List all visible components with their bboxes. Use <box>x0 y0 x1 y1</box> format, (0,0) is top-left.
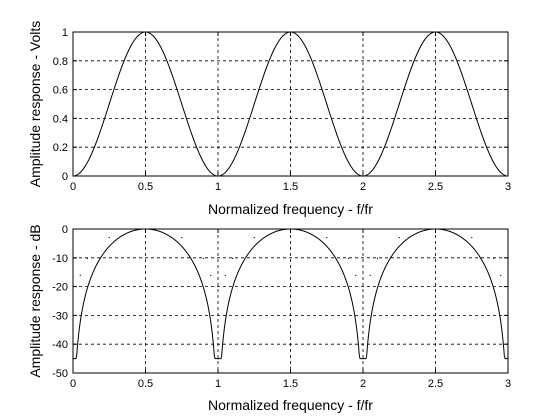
y-tick-label: 0.8 <box>53 56 68 68</box>
data-point <box>217 358 219 360</box>
data-point <box>492 257 495 259</box>
data-point <box>231 257 234 259</box>
data-point <box>108 237 110 239</box>
data-point <box>471 103 473 105</box>
x-tick-label: 0 <box>70 181 76 193</box>
x-tick-label: 3 <box>505 181 511 193</box>
y-tick-label: 1 <box>62 27 68 39</box>
data-point <box>347 257 350 259</box>
data-point <box>144 31 147 33</box>
data-point <box>224 274 226 276</box>
data-point <box>72 175 74 177</box>
data-point <box>376 257 379 259</box>
data-point <box>72 358 74 360</box>
data-point <box>326 237 328 239</box>
x-tick-label: 2 <box>360 181 366 193</box>
data-point <box>434 228 437 230</box>
top-amplitude-volts-plot: 0 0.5 1 1.5 2 2.5 3 0 0.2 0.4 0.6 0.8 1 Normalized fr… <box>27 21 511 217</box>
y-tick-label: 0 <box>62 224 68 236</box>
x-tick-label: 0.5 <box>138 181 153 193</box>
y-tick-label: -50 <box>52 368 68 380</box>
data-point <box>181 237 183 239</box>
data-point <box>362 175 364 177</box>
data-point <box>253 237 255 239</box>
data-point <box>362 358 364 360</box>
x-tick-label: 2 <box>360 378 366 390</box>
data-point <box>398 237 400 239</box>
y-axis-label: Amplitude response - Volts <box>27 21 43 188</box>
data-point <box>253 103 255 105</box>
data-point <box>289 228 292 230</box>
x-tick-label: 3 <box>505 378 511 390</box>
x-tick-label: 1 <box>215 378 221 390</box>
data-point <box>355 274 357 276</box>
data-point <box>369 274 371 276</box>
x-tick-label: 1 <box>215 181 221 193</box>
y-tick-label: 0.4 <box>53 113 68 125</box>
data-point <box>500 274 502 276</box>
data-point <box>144 228 147 230</box>
x-tick-label: 0 <box>70 378 76 390</box>
y-tick-label: -10 <box>52 253 68 265</box>
y-tick-label: 0.6 <box>53 85 68 97</box>
data-point <box>202 257 205 259</box>
y-tick-label: 0.2 <box>53 142 68 154</box>
y-tick-label: -20 <box>52 282 68 294</box>
data-point <box>289 31 292 33</box>
data-point <box>507 175 509 177</box>
y-tick-label: 0 <box>62 171 68 183</box>
x-tick-label: 1.5 <box>283 378 298 390</box>
data-point <box>86 257 89 259</box>
data-point <box>398 103 400 105</box>
data-point <box>210 274 212 276</box>
data-point <box>507 358 509 360</box>
x-tick-label: 1.5 <box>283 181 298 193</box>
data-point <box>326 103 328 105</box>
x-tick-label: 2.5 <box>428 378 443 390</box>
data-point <box>434 31 437 33</box>
y-tick-label: -40 <box>52 339 68 351</box>
y-tick-label: -30 <box>52 310 68 322</box>
bottom-amplitude-db-plot: 0 0.5 1 1.5 2 2.5 3 -50 -40 -30 -20 -10 0 Normalized … <box>27 224 511 413</box>
x-tick-label: 0.5 <box>138 378 153 390</box>
y-axis-label: Amplitude response - dB <box>27 224 43 377</box>
data-point <box>471 237 473 239</box>
x-axis-label: Normalized frequency - f/fr <box>208 201 373 217</box>
data-point <box>79 274 81 276</box>
x-axis-label: Normalized frequency - f/fr <box>208 397 373 413</box>
x-tick-label: 2.5 <box>428 181 443 193</box>
data-point <box>181 103 183 105</box>
data-point <box>108 103 110 105</box>
data-point <box>217 175 219 177</box>
